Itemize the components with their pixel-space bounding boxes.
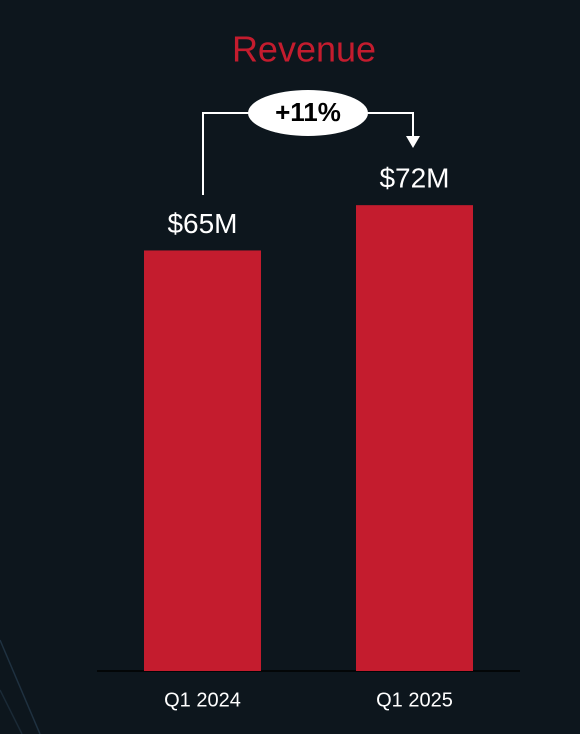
value-label: $72M xyxy=(379,163,449,194)
decoration xyxy=(0,689,23,734)
arrow-head xyxy=(406,136,420,148)
bar xyxy=(144,250,261,671)
connector xyxy=(202,112,250,195)
x-tick-label: Q1 2025 xyxy=(376,689,453,711)
value-label: $65M xyxy=(167,208,237,239)
annotation-bubble xyxy=(248,90,368,136)
chart-title: Revenue xyxy=(232,29,376,70)
x-tick-label: Q1 2024 xyxy=(164,689,241,711)
decoration xyxy=(0,639,41,734)
bar xyxy=(356,205,473,671)
connector xyxy=(366,112,414,138)
annotation: +11% xyxy=(275,97,341,127)
